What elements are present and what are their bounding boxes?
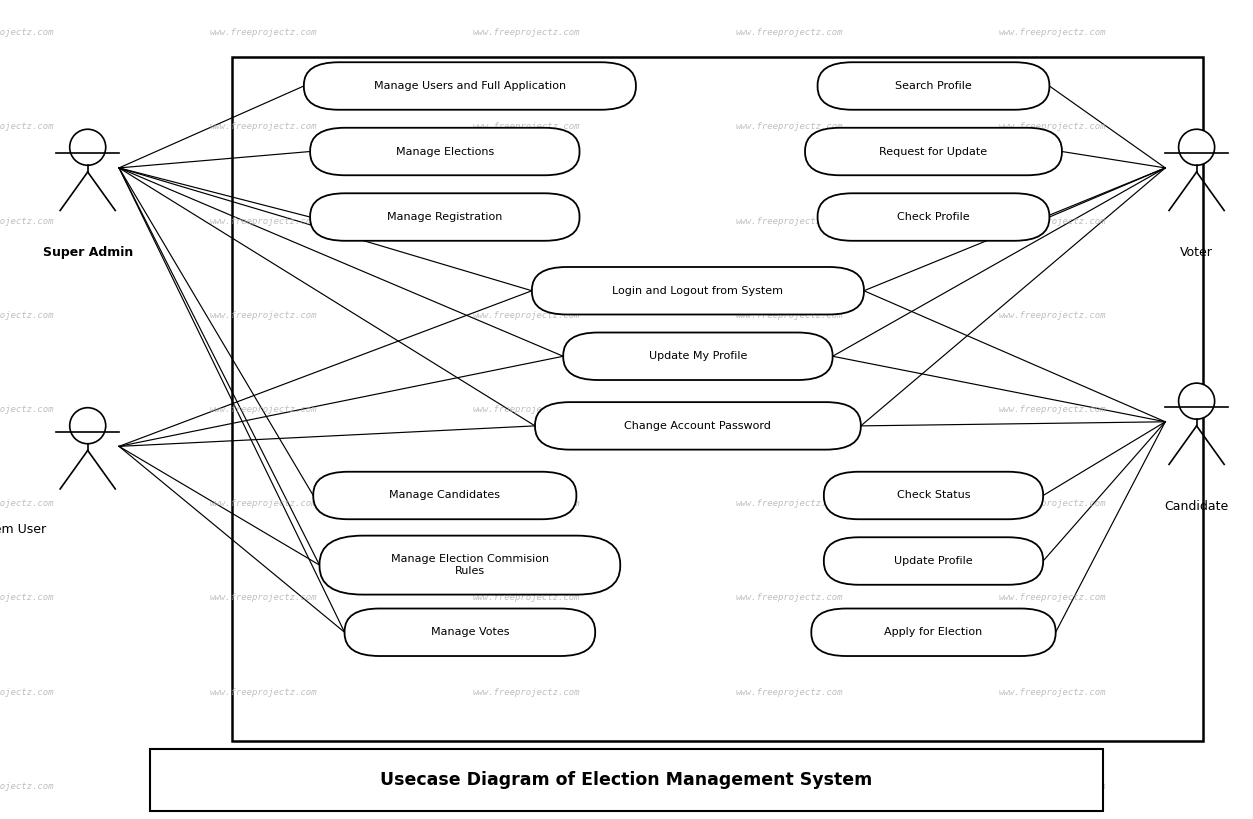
Text: www.freeprojectz.com: www.freeprojectz.com: [209, 405, 317, 414]
Text: www.freeprojectz.com: www.freeprojectz.com: [472, 29, 580, 37]
Text: www.freeprojectz.com: www.freeprojectz.com: [472, 594, 580, 602]
Text: Super Admin: Super Admin: [43, 246, 133, 259]
FancyBboxPatch shape: [345, 609, 595, 656]
FancyBboxPatch shape: [533, 267, 865, 314]
Text: www.freeprojectz.com: www.freeprojectz.com: [472, 500, 580, 508]
Text: www.freeprojectz.com: www.freeprojectz.com: [999, 688, 1106, 696]
FancyBboxPatch shape: [817, 193, 1049, 241]
Text: www.freeprojectz.com: www.freeprojectz.com: [999, 500, 1106, 508]
Text: www.freeprojectz.com: www.freeprojectz.com: [999, 405, 1106, 414]
Text: Manage Candidates: Manage Candidates: [390, 491, 500, 500]
Text: www.freeprojectz.com: www.freeprojectz.com: [0, 688, 54, 696]
Text: Check Status: Check Status: [897, 491, 970, 500]
Text: www.freeprojectz.com: www.freeprojectz.com: [736, 29, 843, 37]
Text: Login and Logout from System: Login and Logout from System: [613, 286, 783, 296]
Text: www.freeprojectz.com: www.freeprojectz.com: [472, 405, 580, 414]
Text: www.freeprojectz.com: www.freeprojectz.com: [736, 311, 843, 319]
Text: www.freeprojectz.com: www.freeprojectz.com: [0, 29, 54, 37]
Text: Apply for Election: Apply for Election: [885, 627, 982, 637]
Text: www.freeprojectz.com: www.freeprojectz.com: [209, 29, 317, 37]
FancyBboxPatch shape: [804, 128, 1061, 175]
FancyBboxPatch shape: [311, 128, 580, 175]
Text: Search Profile: Search Profile: [895, 81, 972, 91]
Ellipse shape: [1179, 129, 1214, 165]
FancyBboxPatch shape: [535, 402, 861, 450]
FancyBboxPatch shape: [320, 536, 620, 595]
Text: www.freeprojectz.com: www.freeprojectz.com: [209, 782, 317, 790]
Text: www.freeprojectz.com: www.freeprojectz.com: [0, 594, 54, 602]
Text: www.freeprojectz.com: www.freeprojectz.com: [209, 594, 317, 602]
Text: www.freeprojectz.com: www.freeprojectz.com: [999, 217, 1106, 225]
Text: Voter: Voter: [1180, 246, 1213, 259]
Text: www.freeprojectz.com: www.freeprojectz.com: [472, 123, 580, 131]
Text: Request for Update: Request for Update: [880, 147, 987, 156]
Text: www.freeprojectz.com: www.freeprojectz.com: [736, 405, 843, 414]
Text: www.freeprojectz.com: www.freeprojectz.com: [0, 123, 54, 131]
Text: www.freeprojectz.com: www.freeprojectz.com: [209, 688, 317, 696]
FancyBboxPatch shape: [313, 472, 576, 519]
Text: www.freeprojectz.com: www.freeprojectz.com: [472, 782, 580, 790]
Text: Check Profile: Check Profile: [897, 212, 970, 222]
Text: Change Account Password: Change Account Password: [624, 421, 772, 431]
Text: Manage Users and Full Application: Manage Users and Full Application: [373, 81, 566, 91]
Text: www.freeprojectz.com: www.freeprojectz.com: [209, 311, 317, 319]
Text: www.freeprojectz.com: www.freeprojectz.com: [736, 688, 843, 696]
FancyBboxPatch shape: [817, 62, 1049, 110]
Text: Manage Votes: Manage Votes: [431, 627, 509, 637]
Text: www.freeprojectz.com: www.freeprojectz.com: [0, 500, 54, 508]
Text: Update Profile: Update Profile: [895, 556, 972, 566]
FancyBboxPatch shape: [824, 472, 1042, 519]
Text: www.freeprojectz.com: www.freeprojectz.com: [736, 217, 843, 225]
FancyBboxPatch shape: [303, 62, 637, 110]
Text: Manage Registration: Manage Registration: [387, 212, 502, 222]
Text: www.freeprojectz.com: www.freeprojectz.com: [736, 594, 843, 602]
Text: www.freeprojectz.com: www.freeprojectz.com: [736, 123, 843, 131]
FancyBboxPatch shape: [150, 749, 1103, 811]
FancyBboxPatch shape: [311, 193, 580, 241]
Ellipse shape: [70, 129, 105, 165]
Text: www.freeprojectz.com: www.freeprojectz.com: [999, 311, 1106, 319]
Text: www.freeprojectz.com: www.freeprojectz.com: [0, 782, 54, 790]
Text: www.freeprojectz.com: www.freeprojectz.com: [999, 29, 1106, 37]
Text: www.freeprojectz.com: www.freeprojectz.com: [999, 782, 1106, 790]
Text: www.freeprojectz.com: www.freeprojectz.com: [472, 217, 580, 225]
Text: Manage Election Commision
Rules: Manage Election Commision Rules: [391, 554, 549, 576]
Text: Usecase Diagram of Election Management System: Usecase Diagram of Election Management S…: [381, 771, 872, 789]
Text: www.freeprojectz.com: www.freeprojectz.com: [209, 500, 317, 508]
Text: www.freeprojectz.com: www.freeprojectz.com: [209, 217, 317, 225]
Text: www.freeprojectz.com: www.freeprojectz.com: [0, 405, 54, 414]
Text: www.freeprojectz.com: www.freeprojectz.com: [736, 500, 843, 508]
Text: www.freeprojectz.com: www.freeprojectz.com: [209, 123, 317, 131]
Text: Manage Elections: Manage Elections: [396, 147, 494, 156]
FancyBboxPatch shape: [232, 57, 1203, 741]
Text: www.freeprojectz.com: www.freeprojectz.com: [736, 782, 843, 790]
Text: www.freeprojectz.com: www.freeprojectz.com: [472, 311, 580, 319]
Ellipse shape: [1179, 383, 1214, 419]
FancyBboxPatch shape: [812, 609, 1056, 656]
Ellipse shape: [70, 408, 105, 444]
Text: www.freeprojectz.com: www.freeprojectz.com: [999, 594, 1106, 602]
Text: www.freeprojectz.com: www.freeprojectz.com: [472, 688, 580, 696]
Text: System User: System User: [0, 523, 46, 536]
Text: www.freeprojectz.com: www.freeprojectz.com: [999, 123, 1106, 131]
FancyBboxPatch shape: [824, 537, 1042, 585]
Text: Candidate: Candidate: [1164, 500, 1229, 513]
Text: www.freeprojectz.com: www.freeprojectz.com: [0, 311, 54, 319]
FancyBboxPatch shape: [564, 333, 833, 380]
Text: Update My Profile: Update My Profile: [649, 351, 747, 361]
Text: www.freeprojectz.com: www.freeprojectz.com: [0, 217, 54, 225]
